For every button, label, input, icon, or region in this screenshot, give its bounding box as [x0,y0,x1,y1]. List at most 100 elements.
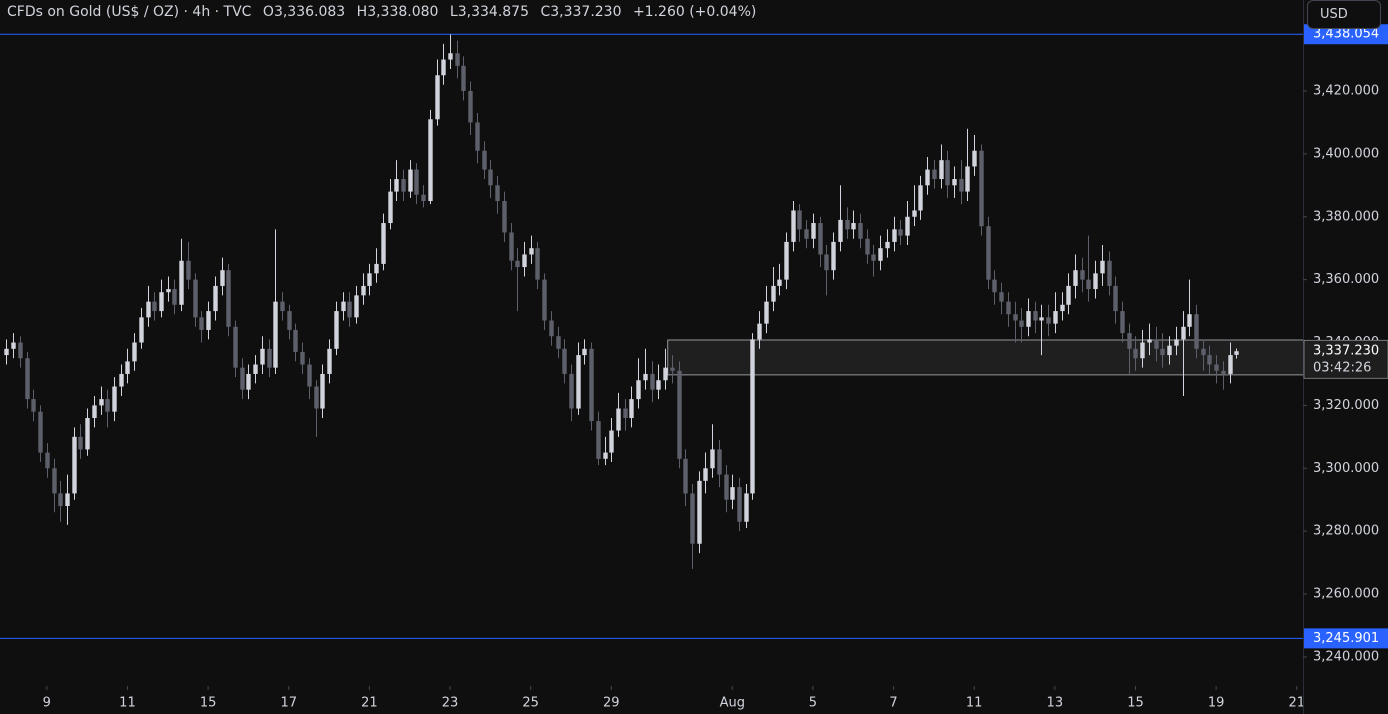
ohlc-value: 3,336.083 [273,4,346,20]
candle-body [421,194,426,202]
candle-body [1060,304,1065,312]
candle-body [865,238,870,255]
candle-body [925,169,930,186]
candle-body [629,399,634,418]
candle-body [233,326,238,368]
candle-body [905,216,910,236]
candle-body [58,493,63,507]
candle-body [414,169,419,195]
x-tick-label: 15 [200,696,217,711]
candle-body [542,279,547,321]
candle-body [697,480,702,544]
candle-body [408,169,413,192]
candle-body [172,289,177,305]
candle-body [92,405,97,418]
candle-body [952,179,957,186]
candle-body [791,210,796,242]
candle-body [240,367,245,390]
y-tick-label: 3,300.000 [1313,461,1379,476]
candle-body [146,301,151,318]
candle-body [186,260,191,280]
candle-body [1133,348,1138,359]
candle-body [206,311,211,330]
candle-body [52,468,57,494]
candle-body [1019,320,1024,327]
candle-body [65,493,70,507]
candle-body [199,317,204,330]
level-label: 3,438.054 [1313,27,1379,42]
candle-body [441,59,446,76]
ohlc-value: 3,338.080 [367,4,439,20]
currency-button[interactable]: USD [1307,0,1381,29]
candle-body [482,150,487,170]
candle-body [179,260,184,305]
candle-body [1026,311,1031,327]
candle-body [918,185,923,211]
candle-body [374,263,379,274]
x-tick-label: 29 [603,696,620,711]
symbol-title: CFDs on Gold (US$ / OZ) · 4h · TVC [7,4,252,20]
candle-body [166,289,171,293]
candle-body [112,386,117,412]
x-tick-label: 21 [361,696,378,711]
candle-body [1201,348,1206,356]
candle-body [804,229,809,239]
candle-body [1234,351,1239,355]
candle-body [979,150,984,227]
candle-body [858,223,863,239]
candle-body [569,373,574,409]
candle-body [576,355,581,409]
candle-body [72,436,77,494]
candle-body [777,279,782,286]
candle-body [589,348,594,422]
x-tick-label: 21 [1288,696,1305,711]
candle-body [1194,314,1199,349]
candle-body [1127,333,1132,349]
candle-body [703,468,708,481]
candle-body [939,160,944,180]
candle-body [831,241,836,271]
x-tick-label: Aug [720,696,745,711]
last-price-label: 3,337.230 [1313,344,1379,359]
candle-body [226,270,231,327]
candle-body [1214,364,1219,371]
candle-body [643,373,648,381]
x-tick-label: 17 [280,696,297,711]
candle-body [1120,311,1125,334]
y-tick-label: 3,280.000 [1313,524,1379,539]
candle-body [1228,355,1233,374]
y-tick-label: 3,380.000 [1313,209,1379,224]
candle-body [824,254,829,271]
candle-body [38,411,43,453]
candle-body [4,348,9,356]
candle-body [1167,345,1172,356]
y-tick-label: 3,400.000 [1313,146,1379,161]
candle-body [757,323,762,340]
candle-body [710,449,715,469]
candle-body [31,399,36,412]
candle-body [750,339,755,494]
candle-body [139,317,144,343]
candle-body [280,301,285,312]
candle-body [656,380,661,390]
candle-body [1053,311,1058,324]
candle-body [1013,314,1018,321]
candle-body [394,179,399,192]
y-tick-label: 3,320.000 [1313,398,1379,413]
candle-body [509,232,514,261]
candle-body [152,301,157,312]
candle-body [314,386,319,409]
candle-body [341,301,346,312]
candle-body [475,122,480,151]
y-tick-label: 3,260.000 [1313,587,1379,602]
candle-body [45,452,50,469]
y-tick-label: 3,420.000 [1313,83,1379,98]
candle-body [367,273,372,286]
candle-body [1046,317,1051,324]
candle-body [663,367,668,381]
candle-body [1093,273,1098,290]
symbol-legend: CFDs on Gold (US$ / OZ) · 4h · TVC O3,33… [7,4,756,20]
candle-body [771,285,776,302]
candle-body [1107,260,1112,286]
candle-body [730,487,735,500]
